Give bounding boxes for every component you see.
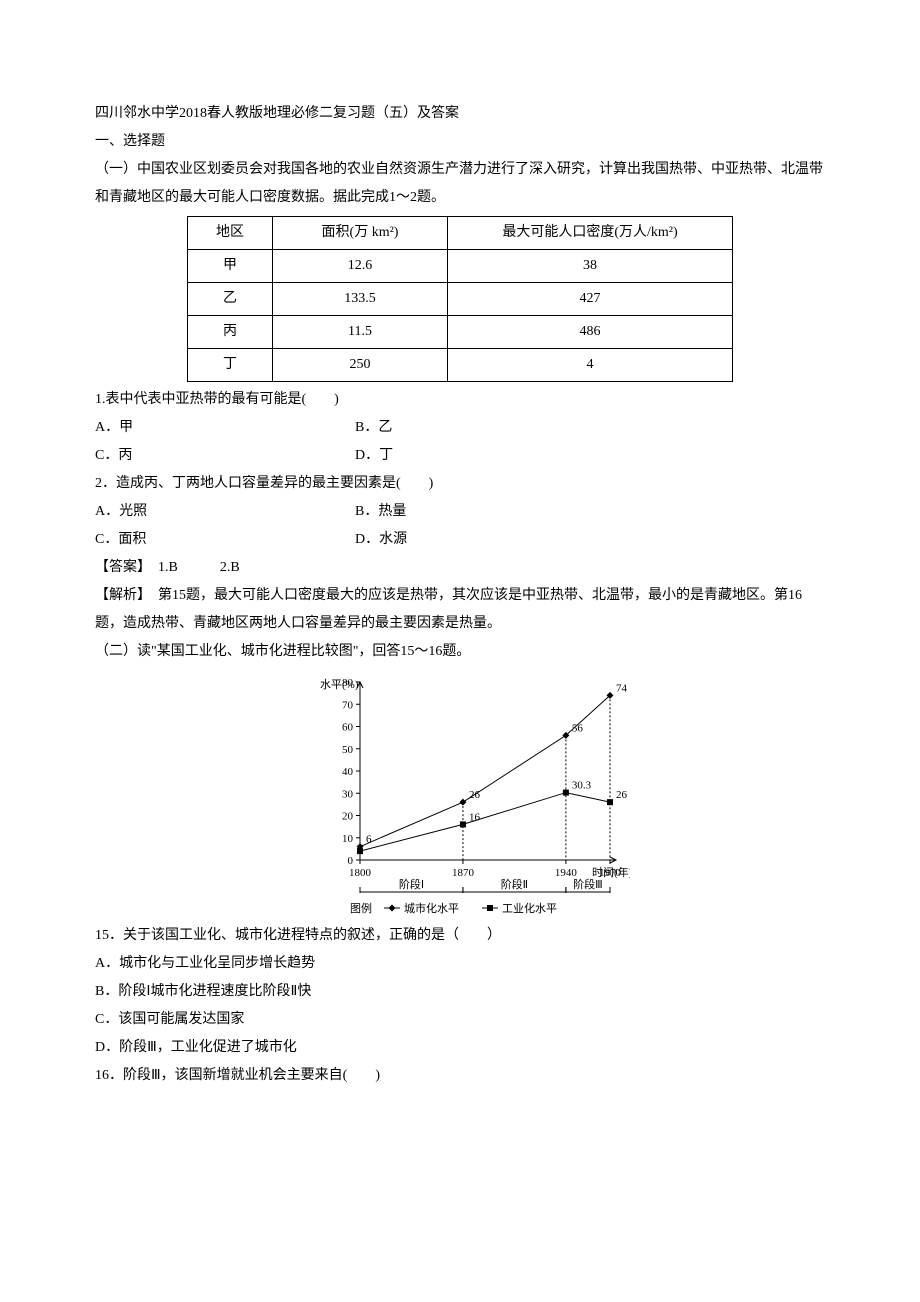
th-area: 面积(万 km²) [273, 217, 448, 250]
q1-opt-b: B．乙 [355, 414, 392, 442]
q1-opt-a: A．甲 [95, 414, 355, 442]
svg-text:40: 40 [342, 766, 354, 778]
cell: 38 [448, 250, 733, 283]
svg-text:时间(年): 时间(年) [592, 865, 630, 879]
q2-stem: 2．造成丙、丁两地人口容量差异的最主要因素是( ) [95, 470, 825, 498]
industrial-urban-chart: 010203040506070801800187019401970水平(%)时间… [290, 672, 630, 922]
cell: 甲 [188, 250, 273, 283]
svg-text:30: 30 [342, 788, 354, 800]
q15-opt-d: D．阶段Ⅲ，工业化促进了城市化 [95, 1034, 825, 1062]
q2-opt-d: D．水源 [355, 526, 407, 554]
svg-text:1870: 1870 [452, 867, 475, 879]
population-table: 地区 面积(万 km²) 最大可能人口密度(万人/km²) 甲 12.6 38 … [187, 216, 733, 382]
cell: 12.6 [273, 250, 448, 283]
cell: 427 [448, 283, 733, 316]
svg-text:阶段Ⅰ: 阶段Ⅰ [399, 877, 424, 891]
svg-text:1940: 1940 [555, 867, 578, 879]
group1-answer: 【答案】 1.B 2.B [95, 554, 825, 582]
cell: 乙 [188, 283, 273, 316]
svg-text:城市化水平: 城市化水平 [404, 901, 459, 915]
svg-text:16: 16 [469, 811, 481, 823]
cell: 486 [448, 316, 733, 349]
svg-text:26: 26 [469, 789, 481, 801]
table-row: 乙 133.5 427 [188, 283, 733, 316]
svg-text:工业化水平: 工业化水平 [502, 901, 557, 915]
svg-text:阶段Ⅱ: 阶段Ⅱ [501, 877, 528, 891]
svg-text:图例: 图例 [350, 901, 372, 915]
q2-opt-b: B．热量 [355, 498, 406, 526]
q15-opt-b: B．阶段Ⅰ城市化进程速度比阶段Ⅱ快 [95, 978, 825, 1006]
cell: 11.5 [273, 316, 448, 349]
q1-opt-c: C．丙 [95, 442, 355, 470]
cell: 133.5 [273, 283, 448, 316]
q15-stem: 15．关于该国工业化、城市化进程特点的叙述，正确的是（ ） [95, 922, 825, 950]
cell: 4 [448, 349, 733, 382]
table-row: 丙 11.5 486 [188, 316, 733, 349]
group2-intro: （二）读"某国工业化、城市化进程比较图"，回答15～16题。 [95, 638, 825, 666]
q2-opt-a: A．光照 [95, 498, 355, 526]
q1-opt-d: D．丁 [355, 442, 393, 470]
svg-text:水平(%): 水平(%) [320, 678, 359, 691]
q16-stem: 16．阶段Ⅲ，该国新增就业机会主要来自( ) [95, 1062, 825, 1090]
q2-opt-c: C．面积 [95, 526, 355, 554]
svg-text:6: 6 [366, 834, 372, 846]
cell: 250 [273, 349, 448, 382]
svg-text:阶段Ⅲ: 阶段Ⅲ [573, 877, 603, 891]
svg-text:1800: 1800 [349, 867, 372, 879]
svg-text:74: 74 [616, 682, 628, 694]
svg-text:30.3: 30.3 [572, 780, 592, 792]
q15-opt-a: A．城市化与工业化呈同步增长趋势 [95, 950, 825, 978]
doc-title: 四川邻水中学2018春人教版地理必修二复习题（五）及答案 [95, 100, 825, 128]
svg-text:56: 56 [572, 722, 584, 734]
th-region: 地区 [188, 217, 273, 250]
table-row: 甲 12.6 38 [188, 250, 733, 283]
group1-intro: （一）中国农业区划委员会对我国各地的农业自然资源生产潜力进行了深入研究，计算出我… [95, 156, 825, 212]
th-density: 最大可能人口密度(万人/km²) [448, 217, 733, 250]
section-heading: 一、选择题 [95, 128, 825, 156]
svg-text:20: 20 [342, 811, 354, 823]
svg-text:26: 26 [616, 789, 628, 801]
svg-text:60: 60 [342, 722, 354, 734]
svg-text:50: 50 [342, 744, 354, 756]
q15-opt-c: C．该国可能属发达国家 [95, 1006, 825, 1034]
svg-text:70: 70 [342, 699, 354, 711]
svg-text:0: 0 [348, 855, 354, 867]
table-row: 丁 250 4 [188, 349, 733, 382]
group1-explain: 【解析】 第15题，最大可能人口密度最大的应该是热带，其次应该是中亚热带、北温带… [95, 582, 825, 638]
cell: 丙 [188, 316, 273, 349]
svg-text:10: 10 [342, 833, 354, 845]
cell: 丁 [188, 349, 273, 382]
q1-stem: 1.表中代表中亚热带的最有可能是( ) [95, 386, 825, 414]
